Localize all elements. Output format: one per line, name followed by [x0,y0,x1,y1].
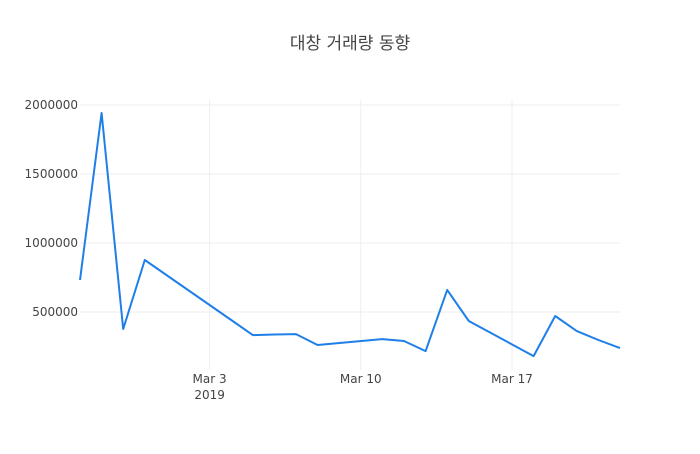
x-tick-label: Mar 10 [340,372,382,386]
x-tick-year-label: 2019 [194,388,225,402]
y-tick-label: 1500000 [25,167,78,181]
x-tick-label: Mar 3 [193,372,227,386]
y-tick-label: 2000000 [25,98,78,112]
y-tick-label: 1000000 [25,236,78,250]
y-tick-label: 500000 [32,305,78,319]
x-tick-label: Mar 17 [491,372,533,386]
series-line [79,112,621,358]
chart-title: 대창 거래량 동향 [290,34,410,54]
